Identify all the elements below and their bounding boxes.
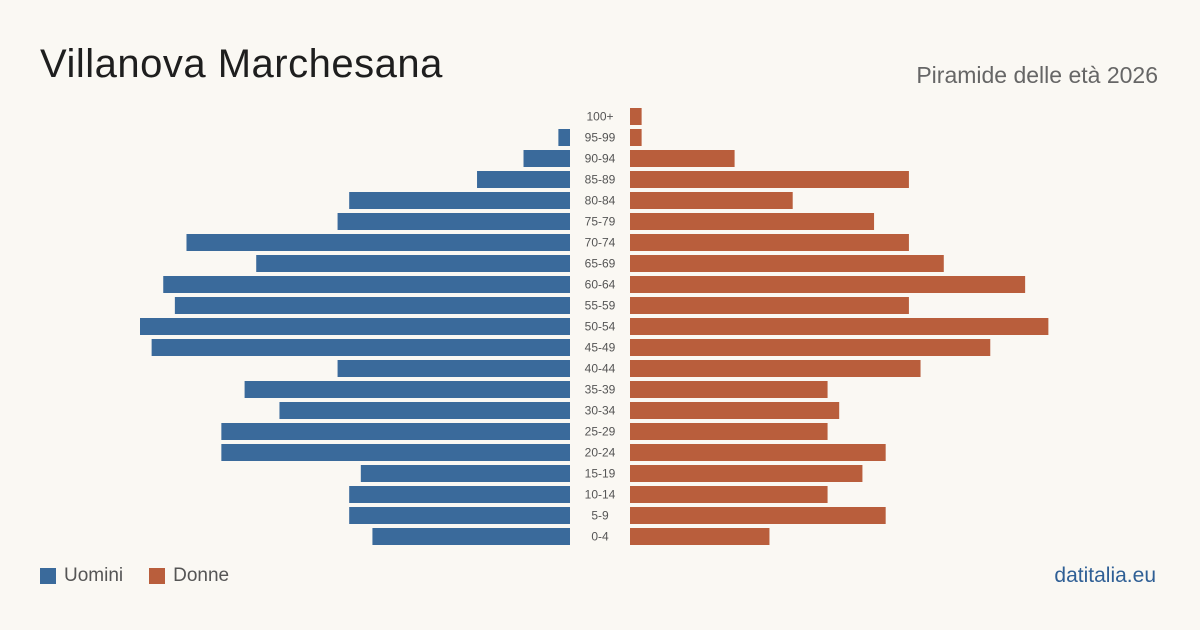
- bar-women-45-49: [630, 339, 991, 356]
- bar-men-40-44: [337, 360, 570, 377]
- bar-women-80-84: [630, 192, 793, 209]
- bar-men-65-69: [256, 255, 570, 272]
- age-label-35-39: 35-39: [585, 383, 616, 397]
- bar-men-45-49: [151, 339, 570, 356]
- age-label-65-69: 65-69: [585, 257, 616, 271]
- bar-women-35-39: [630, 381, 828, 398]
- bar-women-75-79: [630, 213, 875, 230]
- chart-subtitle: Piramide delle età 2026: [916, 62, 1158, 88]
- population-pyramid-chart: 100+ 95-99 90-94 85-89 80-84 75-79 70-74 65-69 6…: [140, 108, 1049, 545]
- bar-women-85-89: [630, 171, 909, 188]
- bar-women-30-34: [630, 402, 840, 419]
- bar-women-10-14: [630, 486, 828, 503]
- bar-women-95-99: [630, 129, 642, 146]
- age-label-40-44: 40-44: [585, 362, 616, 376]
- bar-women-25-29: [630, 423, 828, 440]
- legend-swatch-men: [40, 568, 56, 584]
- legend: Uomini Donne: [40, 565, 229, 587]
- bar-men-85-89: [477, 171, 570, 188]
- age-label-70-74: 70-74: [585, 236, 616, 250]
- age-label-25-29: 25-29: [585, 425, 616, 439]
- legend-label-women: Donne: [173, 565, 230, 586]
- bar-women-70-74: [630, 234, 909, 251]
- age-label-10-14: 10-14: [585, 488, 616, 502]
- bar-men-15-19: [360, 465, 570, 482]
- bar-women-65-69: [630, 255, 944, 272]
- page-title: Villanova Marchesana: [40, 42, 443, 86]
- age-label-85-89: 85-89: [585, 173, 616, 187]
- bar-men-25-29: [221, 423, 570, 440]
- bar-men-75-79: [337, 213, 570, 230]
- age-label-75-79: 75-79: [585, 215, 616, 229]
- bar-women-40-44: [630, 360, 921, 377]
- bar-women-90-94: [630, 150, 735, 167]
- age-label-0-4: 0-4: [591, 530, 609, 544]
- age-label-95-99: 95-99: [585, 131, 616, 145]
- bar-women-15-19: [630, 465, 863, 482]
- bar-women-60-64: [630, 276, 1026, 293]
- legend-item-men: Uomini: [40, 565, 123, 587]
- bar-women-20-24: [630, 444, 886, 461]
- age-label-100+: 100+: [586, 110, 613, 124]
- bar-men-0-4: [372, 528, 570, 545]
- bar-men-50-54: [140, 318, 570, 335]
- bar-women-55-59: [630, 297, 909, 314]
- age-label-60-64: 60-64: [585, 278, 616, 292]
- legend-swatch-women: [149, 568, 166, 584]
- bar-men-95-99: [558, 129, 570, 146]
- age-label-45-49: 45-49: [585, 341, 616, 355]
- bar-men-80-84: [349, 192, 570, 209]
- legend-item-women: Donne: [149, 565, 229, 587]
- bar-men-90-94: [523, 150, 570, 167]
- age-label-20-24: 20-24: [585, 446, 616, 460]
- age-label-80-84: 80-84: [585, 194, 616, 208]
- bar-men-5-9: [349, 507, 570, 524]
- age-label-5-9: 5-9: [591, 509, 609, 523]
- age-label-90-94: 90-94: [585, 152, 616, 166]
- bar-women-50-54: [630, 318, 1049, 335]
- legend-label-men: Uomini: [64, 565, 124, 586]
- bar-men-10-14: [349, 486, 570, 503]
- source-link[interactable]: datitalia.eu: [1054, 564, 1156, 587]
- bar-men-70-74: [186, 234, 570, 251]
- bar-men-60-64: [163, 276, 571, 293]
- bar-men-20-24: [221, 444, 570, 461]
- age-label-30-34: 30-34: [585, 404, 616, 418]
- age-label-15-19: 15-19: [585, 467, 616, 481]
- age-label-50-54: 50-54: [585, 320, 616, 334]
- bar-men-30-34: [279, 402, 570, 419]
- bar-women-0-4: [630, 528, 770, 545]
- bar-women-5-9: [630, 507, 886, 524]
- bar-men-55-59: [174, 297, 570, 314]
- bar-men-35-39: [244, 381, 570, 398]
- age-label-55-59: 55-59: [585, 299, 616, 313]
- bar-women-100+: [630, 108, 642, 125]
